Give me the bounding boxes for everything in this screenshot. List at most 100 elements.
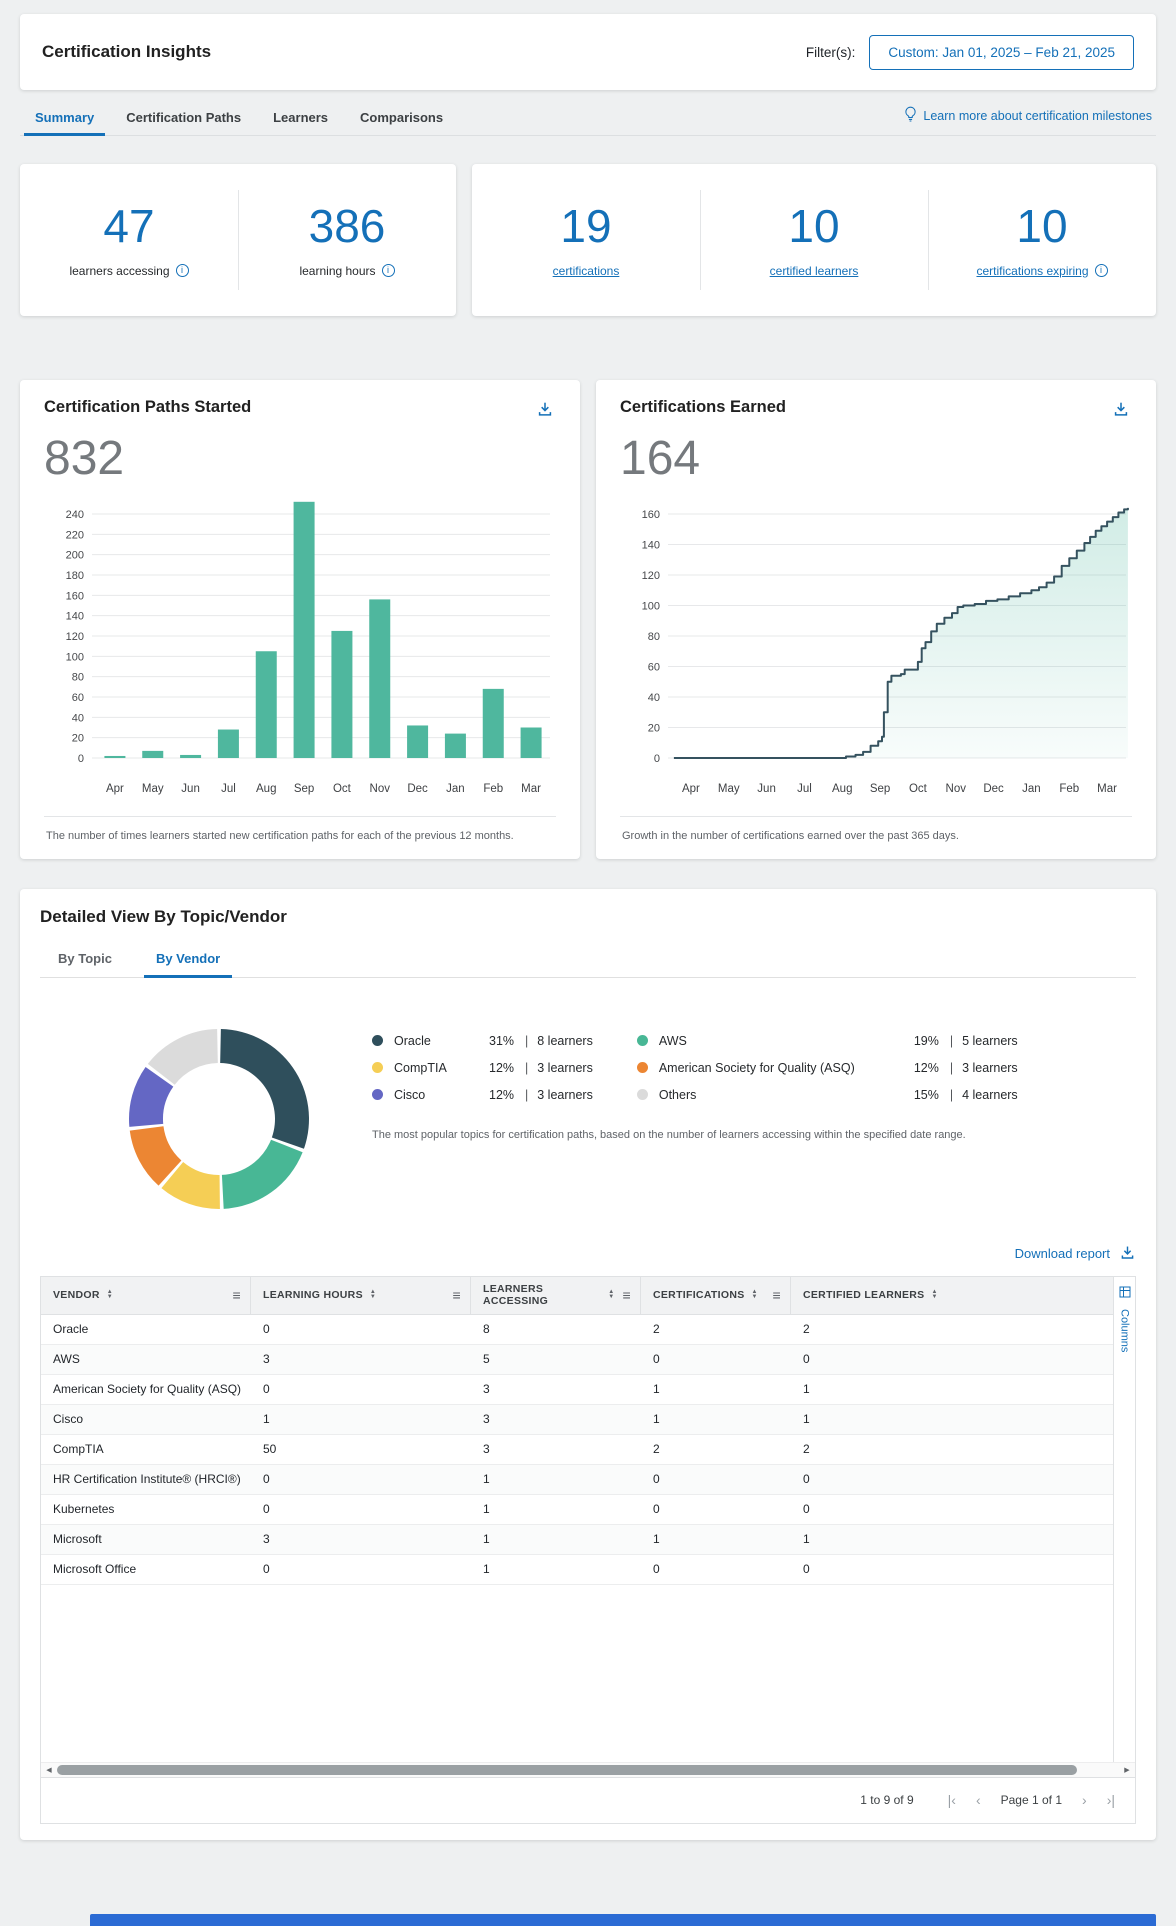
download-icon[interactable] bbox=[534, 398, 556, 423]
x-tick-label: Jun bbox=[757, 783, 776, 795]
filter-area: Filter(s): Custom: Jan 01, 2025 – Feb 21… bbox=[805, 34, 1134, 70]
column-menu-icon[interactable]: ≡ bbox=[452, 1287, 461, 1304]
x-tick-label: Aug bbox=[256, 783, 276, 795]
donut-slice-aws bbox=[221, 1139, 303, 1209]
stat-label: learners accessing bbox=[69, 263, 170, 278]
table-cell: 1 bbox=[803, 1382, 810, 1397]
x-tick-label: Apr bbox=[682, 783, 700, 795]
table-cell: 1 bbox=[263, 1412, 270, 1427]
info-icon[interactable]: i bbox=[175, 264, 189, 277]
usage-stats-card: 47 learners accessing i 386 learning hou… bbox=[20, 164, 456, 316]
legend-separator: | bbox=[525, 1060, 529, 1075]
tab-by-vendor[interactable]: By Vendor bbox=[138, 945, 238, 978]
columns-panel-tab[interactable]: Columns bbox=[1113, 1276, 1135, 1762]
y-tick-label: 80 bbox=[648, 631, 660, 643]
scroll-left-icon[interactable]: ◀ bbox=[46, 1766, 52, 1774]
column-header-label: CERTIFIED LEARNERS bbox=[803, 1289, 925, 1302]
sort-icon[interactable]: ▲ ▼ bbox=[369, 1289, 377, 1301]
bar-jul bbox=[217, 729, 239, 758]
info-icon[interactable]: i bbox=[381, 264, 395, 277]
horizontal-scrollbar[interactable]: ◀ ▶ bbox=[41, 1761, 1135, 1777]
download-icon[interactable] bbox=[1110, 398, 1132, 423]
column-header-certified-learners[interactable]: CERTIFIED LEARNERS ▲▼ ≡ bbox=[791, 1277, 1113, 1314]
table-cell: 3 bbox=[483, 1382, 490, 1397]
x-tick-label: Oct bbox=[333, 783, 352, 795]
y-tick-label: 20 bbox=[648, 722, 660, 734]
certifications-expiring-link[interactable]: certifications expiring bbox=[976, 263, 1089, 278]
table-cell: 1 bbox=[483, 1472, 490, 1487]
x-tick-label: Feb bbox=[1059, 783, 1079, 795]
tab-learners[interactable]: Learners bbox=[273, 110, 329, 125]
column-header-learners-accessing[interactable]: LEARNERS ACCESSING ▲ ▼ ≡ bbox=[471, 1276, 641, 1314]
column-header-certifications[interactable]: CERTIFICATIONS ▲ ▼ ≡ bbox=[641, 1276, 791, 1314]
tab-summary[interactable]: Summary bbox=[20, 102, 109, 136]
donut-section: Oracle 31% | 8 learners CompTIA 12% | 3 learner… bbox=[40, 1010, 1136, 1222]
x-tick-label: Jun bbox=[181, 783, 200, 795]
detailed-view-title: Detailed View By Topic/Vendor bbox=[40, 906, 287, 926]
column-menu-icon[interactable]: ≡ bbox=[232, 1287, 241, 1304]
next-page-icon[interactable]: › bbox=[1082, 1792, 1087, 1809]
legend-separator: | bbox=[949, 1087, 954, 1102]
learn-more-link[interactable]: Learn more about certification milestone… bbox=[904, 106, 1156, 135]
info-icon[interactable]: i bbox=[1094, 264, 1108, 277]
column-menu-icon[interactable]: ≡ bbox=[622, 1287, 631, 1304]
stat-certifications: 19 certifications bbox=[472, 164, 700, 316]
tab-bar: Summary Certification Paths Learners Com… bbox=[20, 102, 1156, 136]
table-cell: Cisco bbox=[53, 1412, 84, 1427]
download-report-link[interactable]: Download report bbox=[40, 1244, 1136, 1264]
sort-icon[interactable]: ▲ ▼ bbox=[106, 1289, 113, 1301]
y-tick-label: 60 bbox=[72, 692, 84, 704]
x-tick-label: Sep bbox=[294, 783, 314, 795]
table-cell: 0 bbox=[803, 1562, 810, 1577]
y-tick-label: 100 bbox=[66, 651, 84, 663]
tab-by-topic[interactable]: By Topic bbox=[58, 950, 112, 966]
bar-oct bbox=[331, 630, 353, 758]
column-header-learning-hours[interactable]: LEARNING HOURS ▲ ▼ ≡ bbox=[251, 1276, 471, 1314]
columns-label: Columns bbox=[1118, 1308, 1131, 1353]
last-page-icon[interactable]: ›| bbox=[1106, 1792, 1115, 1809]
legend-percent: 15% bbox=[913, 1087, 939, 1102]
column-menu-icon[interactable]: ≡ bbox=[772, 1287, 781, 1304]
tab-comparisons[interactable]: Comparisons bbox=[360, 110, 444, 125]
tab-certification-paths[interactable]: Certification Paths bbox=[126, 110, 242, 125]
legend-item: American Society for Quality (ASQ) 12% | 3 … bbox=[636, 1060, 1018, 1075]
legend-dot-icon bbox=[372, 1035, 383, 1047]
date-filter-button[interactable]: Custom: Jan 01, 2025 – Feb 21, 2025 bbox=[869, 34, 1134, 70]
y-tick-label: 140 bbox=[66, 610, 84, 622]
table-row: Cisco 1 3 1 1 bbox=[41, 1404, 1113, 1435]
certified-learners-link[interactable]: certified learners bbox=[769, 263, 859, 278]
column-header-vendor[interactable]: VENDOR ▲ ▼ ≡ bbox=[41, 1276, 251, 1314]
legend-learners: 4 learners bbox=[962, 1087, 1018, 1102]
stat-label: learning hours bbox=[299, 263, 376, 278]
donut-slice-oracle bbox=[220, 1028, 309, 1149]
table-cell: 2 bbox=[803, 1322, 810, 1337]
scrollbar-thumb[interactable] bbox=[57, 1764, 1077, 1775]
table-cell: 3 bbox=[263, 1352, 270, 1367]
table-cell: 0 bbox=[263, 1472, 270, 1487]
first-page-icon[interactable]: |‹ bbox=[947, 1792, 956, 1809]
certifications-link[interactable]: certifications bbox=[552, 263, 620, 278]
legend-dot-icon bbox=[372, 1089, 383, 1101]
table-cell: 2 bbox=[653, 1442, 660, 1457]
y-tick-label: 140 bbox=[642, 539, 660, 551]
sort-icon[interactable]: ▲ ▼ bbox=[751, 1289, 758, 1301]
legend-separator: | bbox=[949, 1060, 954, 1075]
prev-page-icon[interactable]: ‹ bbox=[975, 1792, 981, 1809]
stat-certifications-expiring: 10 certifications expiring i bbox=[928, 164, 1156, 316]
x-tick-label: Nov bbox=[946, 783, 967, 795]
donut-chart-svg bbox=[129, 1028, 309, 1209]
legend-learners: 3 learners bbox=[962, 1060, 1018, 1075]
sort-icon[interactable]: ▲ ▼ bbox=[931, 1289, 938, 1301]
legend-separator: | bbox=[525, 1087, 529, 1102]
bottom-banner-partial[interactable] bbox=[90, 1914, 1156, 1926]
y-tick-label: 120 bbox=[642, 570, 660, 582]
y-tick-label: 160 bbox=[66, 590, 84, 602]
y-tick-label: 200 bbox=[66, 549, 84, 561]
sort-icon[interactable]: ▲ ▼ bbox=[608, 1289, 615, 1301]
filter-label: Filter(s): bbox=[805, 44, 856, 60]
scroll-right-icon[interactable]: ▶ bbox=[1124, 1766, 1130, 1774]
column-menu-icon[interactable]: ≡ bbox=[1105, 1287, 1114, 1303]
table-cell: 50 bbox=[263, 1442, 277, 1457]
x-tick-label: Dec bbox=[983, 783, 1004, 795]
donut-chart bbox=[124, 1024, 314, 1214]
